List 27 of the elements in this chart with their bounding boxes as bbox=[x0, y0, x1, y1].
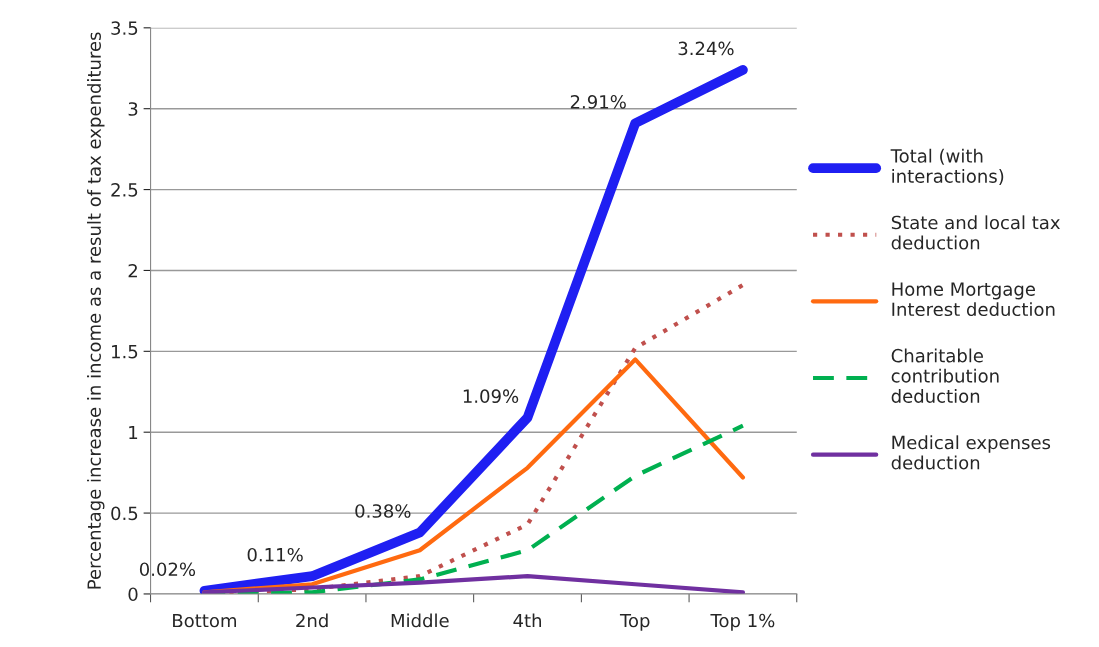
line-series bbox=[202, 574, 746, 594]
data-label: 0.38% bbox=[355, 504, 411, 518]
legend-label: State and local tax deduction bbox=[891, 215, 1060, 250]
y-tick-label: 1 bbox=[129, 425, 138, 440]
y-tick-label: 0.5 bbox=[111, 506, 138, 521]
legend-label: Medical expenses deduction bbox=[891, 435, 1051, 470]
x-tick-label: Top bbox=[619, 613, 650, 631]
y-tick-label: 2.5 bbox=[111, 183, 138, 197]
x-tick-label: Middle bbox=[391, 613, 449, 628]
y-tick-label: 1.5 bbox=[112, 345, 138, 359]
x-tick-label: 4th bbox=[513, 613, 541, 628]
legend-label: Charitable contribution deduction bbox=[891, 348, 999, 403]
data-label: 0.11% bbox=[247, 547, 303, 562]
y-tick-label: 3.5 bbox=[111, 21, 138, 35]
y-tick-label: 2 bbox=[128, 263, 137, 278]
x-tick-label: Bottom bbox=[173, 613, 236, 628]
y-tick-label: 0 bbox=[128, 587, 138, 602]
y-axis-title: Percentage increase in income as a result of tax expenditures bbox=[87, 32, 105, 589]
legend-label: Total (with interactions) bbox=[890, 148, 1004, 186]
x-tick-label: Top 1% bbox=[710, 613, 775, 631]
y-tick-label: 3 bbox=[128, 102, 138, 116]
data-label: 3.24% bbox=[678, 41, 734, 56]
x-tick-label: 2nd bbox=[296, 613, 328, 628]
data-label: 2.91% bbox=[570, 94, 626, 109]
data-label: 0.02% bbox=[139, 562, 196, 577]
legend-label: Home Mortgage Interest deduction bbox=[892, 282, 1055, 317]
data-label: 1.09% bbox=[463, 389, 519, 404]
